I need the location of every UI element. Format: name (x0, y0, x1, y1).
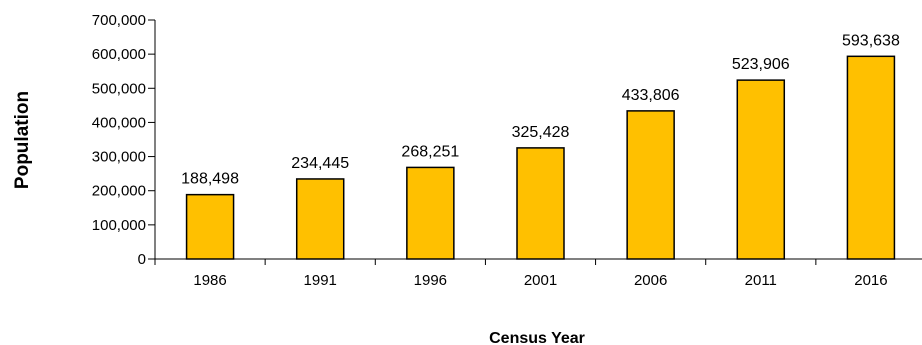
x-tick-label-1986: 1986 (193, 272, 226, 289)
x-tick-label-1996: 1996 (414, 272, 447, 289)
bar-2011 (736, 79, 786, 260)
x-tick-label-2001: 2001 (524, 272, 557, 289)
data-label-1986: 188,498 (181, 171, 239, 188)
x-tick-label-2016: 2016 (854, 272, 887, 289)
y-tick-label: 400,000 (92, 114, 146, 131)
data-label-1991: 234,445 (291, 155, 349, 172)
data-label-2006: 433,806 (622, 87, 680, 104)
y-tick-label: 500,000 (92, 80, 146, 97)
x-tick-label-2011: 2011 (745, 272, 777, 289)
y-tick-label: 600,000 (92, 46, 146, 63)
y-tick-label: 100,000 (92, 217, 146, 234)
data-label-2011: 523,906 (732, 56, 790, 73)
x-tick-label-2006: 2006 (634, 272, 667, 289)
y-axis-title: Population (12, 91, 33, 189)
y-axis-ticks: 0 100,000 200,000 300,000 400,000 500,000 600,… (92, 12, 155, 268)
x-axis-ticks: 1986 1991 1996 2001 2006 2011 2016 (154, 259, 888, 289)
data-label-2001: 325,428 (512, 124, 570, 141)
bar-series: 188,498 234,445 268,251 325,428 433,806 523,9… (181, 32, 900, 260)
bar-2006 (626, 110, 675, 260)
y-tick-label: 200,000 (92, 183, 146, 200)
bar-1996 (406, 166, 455, 260)
data-label-1996: 268,251 (401, 143, 459, 160)
y-tick-label: 0 (138, 251, 146, 268)
x-axis-title: Census Year (489, 330, 585, 345)
bar-2016 (846, 55, 896, 260)
data-label-2016: 593,638 (842, 32, 900, 49)
x-tick-label-1991: 1991 (304, 272, 337, 289)
y-tick-label: 300,000 (92, 149, 146, 166)
y-tick-label: 700,000 (92, 12, 146, 29)
bar-2001 (516, 147, 565, 260)
bar-1991 (295, 178, 345, 260)
bar-1986 (185, 193, 235, 260)
